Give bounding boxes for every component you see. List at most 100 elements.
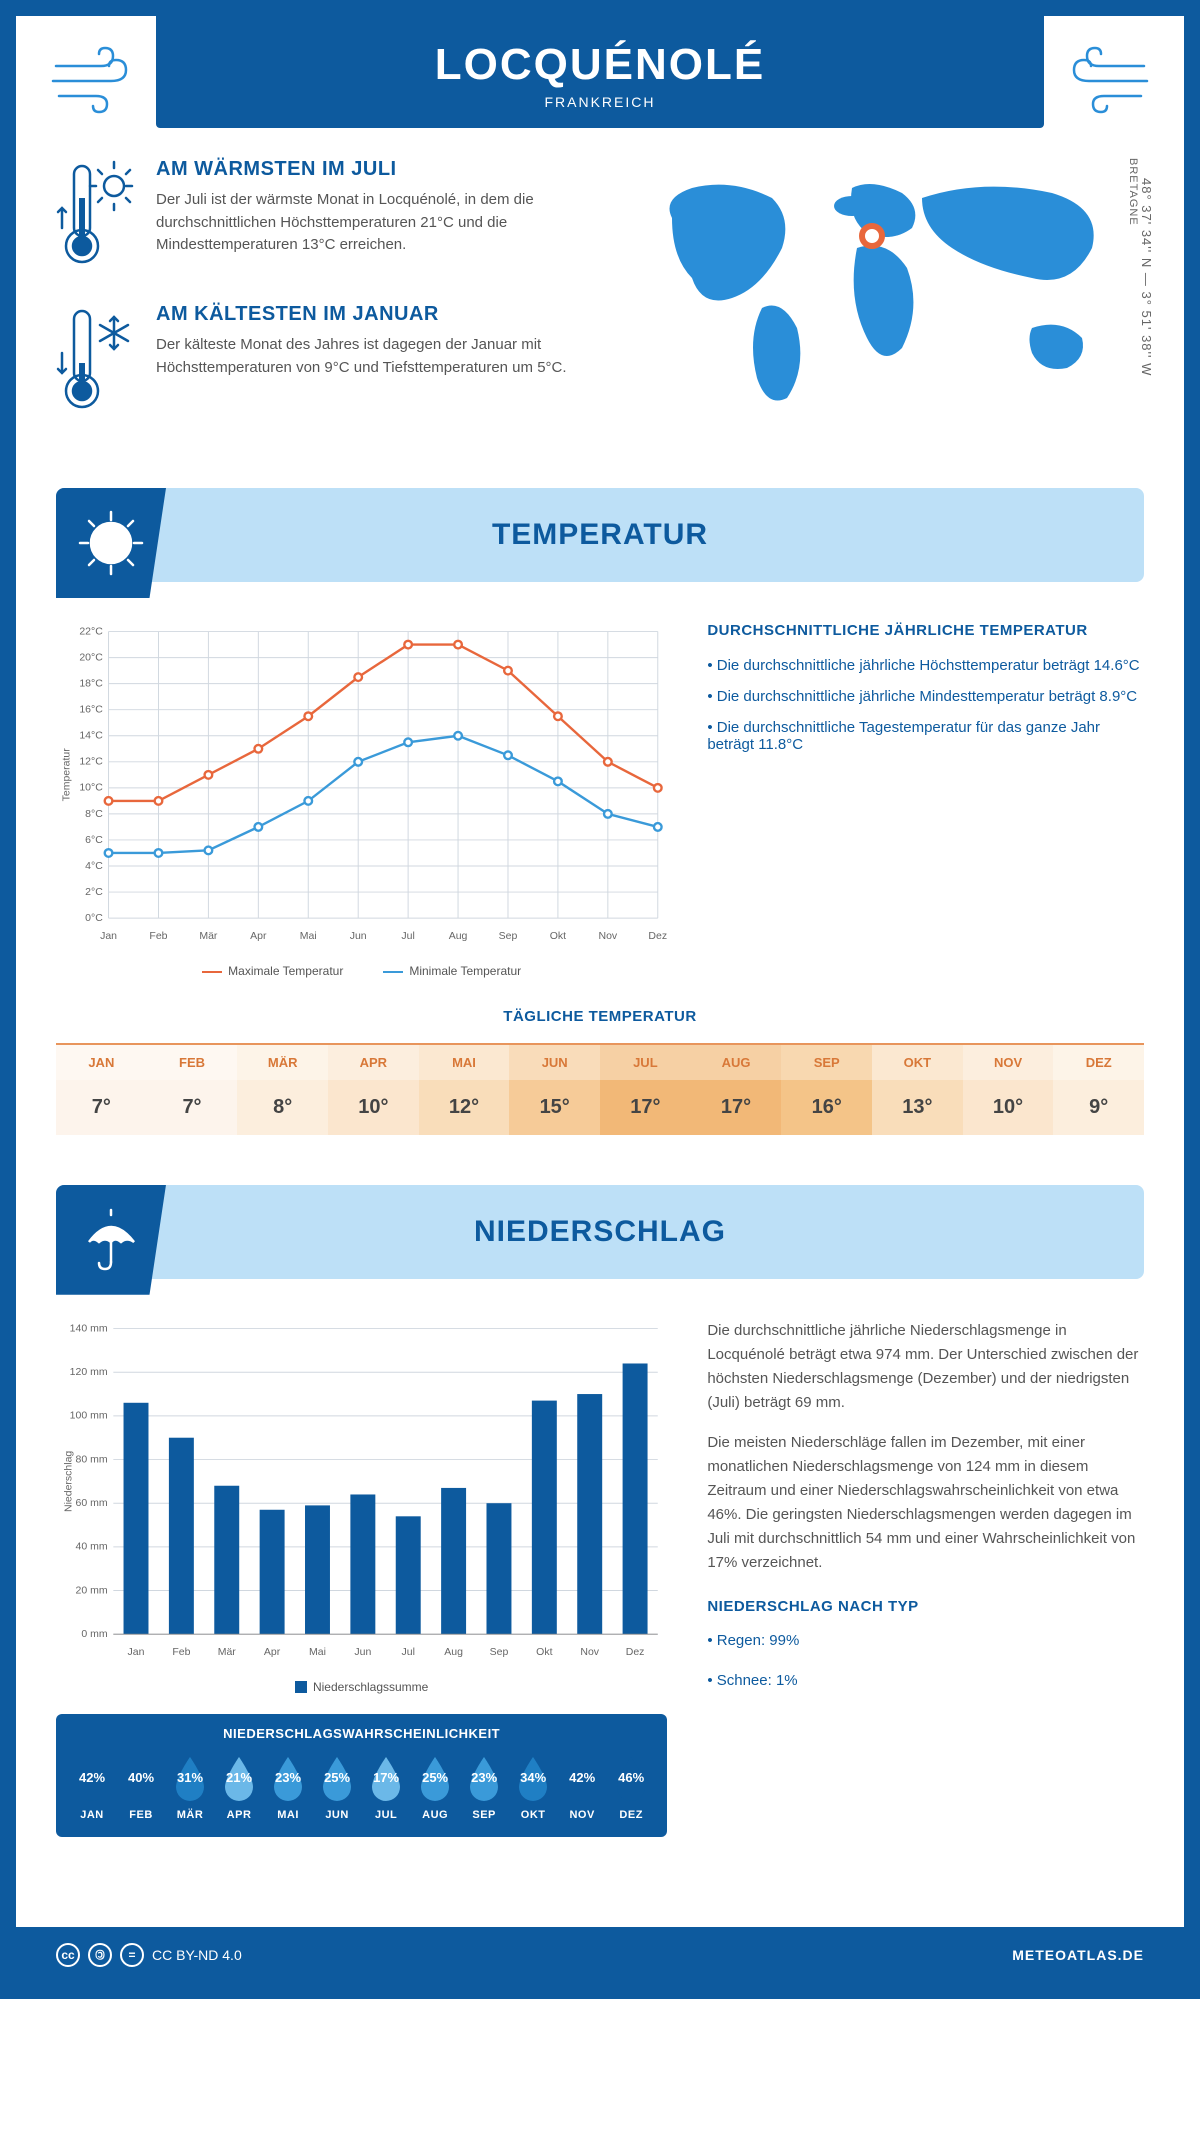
precip-paragraph-1: Die durchschnittliche jährliche Niedersc… <box>707 1319 1144 1415</box>
daily-temp-cell: APR 10° <box>328 1045 419 1135</box>
avg-temp-bullet-3: • Die durchschnittliche Tagestemperatur … <box>707 719 1144 753</box>
legend-min: Minimale Temperatur <box>383 964 521 978</box>
warmest-title: AM WÄRMSTEN IM JULI <box>156 158 580 181</box>
site-label: METEOATLAS.DE <box>1012 1947 1144 1963</box>
precipitation-legend: Niederschlagssumme <box>56 1680 667 1694</box>
svg-text:Okt: Okt <box>550 930 566 942</box>
content-area: AM WÄRMSTEN IM JULI Der Juli ist der wär… <box>16 158 1184 1887</box>
precipitation-row: 0 mm20 mm40 mm60 mm80 mm100 mm120 mm140 … <box>56 1319 1144 1837</box>
svg-text:Jun: Jun <box>354 1646 371 1658</box>
world-map <box>620 158 1144 418</box>
probability-drop: 42% JAN <box>72 1753 112 1821</box>
precip-type-rain: • Regen: 99% <box>707 1629 1144 1653</box>
avg-temp-heading: DURCHSCHNITTLICHE JÄHRLICHE TEMPERATUR <box>707 622 1144 639</box>
probability-drop: 31% MÄR <box>170 1753 210 1821</box>
header-wrap: LOCQUÉNOLÉ FRANKREICH <box>16 16 1184 128</box>
probability-drop: 21% APR <box>219 1753 259 1821</box>
svg-text:Dez: Dez <box>626 1646 645 1658</box>
daily-temp-cell: JUL 17° <box>600 1045 691 1135</box>
svg-text:Apr: Apr <box>250 930 267 942</box>
intro-facts-row: AM WÄRMSTEN IM JULI Der Juli ist der wär… <box>56 158 1144 448</box>
daily-temp-cell: AUG 17° <box>691 1045 782 1135</box>
svg-text:22°C: 22°C <box>79 625 103 637</box>
precip-paragraph-2: Die meisten Niederschläge fallen im Deze… <box>707 1431 1144 1575</box>
daily-temp-cell: FEB 7° <box>147 1045 238 1135</box>
svg-text:14°C: 14°C <box>79 730 103 742</box>
svg-text:Jun: Jun <box>350 930 367 942</box>
svg-text:Sep: Sep <box>499 930 518 942</box>
city-title: LOCQUÉNOLÉ <box>156 40 1044 90</box>
map-column: BRETAGNE 48° 37' 34'' N — 3° 51' 38'' W <box>620 158 1144 448</box>
svg-text:80 mm: 80 mm <box>75 1453 107 1465</box>
cc-icon: cc <box>56 1943 80 1967</box>
temperature-line-chart: 0°C2°C4°C6°C8°C10°C12°C14°C16°C18°C20°C2… <box>56 622 667 978</box>
daily-temp-table: JAN 7° FEB 7° MÄR 8° APR 10° MAI 12° <box>56 1043 1144 1135</box>
temperature-legend: Maximale Temperatur Minimale Temperatur <box>56 964 667 978</box>
license-block: cc 🄯 = CC BY-ND 4.0 <box>56 1943 242 1967</box>
daily-temp-cell: MAI 12° <box>419 1045 510 1135</box>
svg-text:Aug: Aug <box>449 930 468 942</box>
svg-text:40 mm: 40 mm <box>75 1541 107 1553</box>
avg-temp-bullet-2: • Die durchschnittliche jährliche Mindes… <box>707 688 1144 705</box>
probability-drop: 42% NOV <box>562 1753 602 1821</box>
coldest-fact: AM KÄLTESTEN IM JANUAR Der kälteste Mona… <box>56 303 580 418</box>
svg-text:8°C: 8°C <box>85 808 103 820</box>
svg-text:0°C: 0°C <box>85 912 103 924</box>
svg-text:120 mm: 120 mm <box>70 1366 108 1378</box>
thermometer-hot-icon <box>56 158 136 273</box>
precip-type-snow: • Schnee: 1% <box>707 1669 1144 1693</box>
probability-drop: 23% SEP <box>464 1753 504 1821</box>
probability-drop: 34% OKT <box>513 1753 553 1821</box>
avg-temp-bullet-1: • Die durchschnittliche jährliche Höchst… <box>707 657 1144 674</box>
probability-drop: 25% JUN <box>317 1753 357 1821</box>
precipitation-bar-chart: 0 mm20 mm40 mm60 mm80 mm100 mm120 mm140 … <box>56 1319 667 1837</box>
coldest-title: AM KÄLTESTEN IM JANUAR <box>156 303 580 326</box>
temperature-heading: TEMPERATUR <box>56 518 1144 552</box>
svg-text:Feb: Feb <box>172 1646 190 1658</box>
precipitation-probability-box: NIEDERSCHLAGSWAHRSCHEINLICHKEIT 42% JAN … <box>56 1714 667 1837</box>
wind-icon-right <box>1059 46 1149 130</box>
svg-text:Feb: Feb <box>149 930 167 942</box>
svg-text:Dez: Dez <box>648 930 667 942</box>
probability-drop: 25% AUG <box>415 1753 455 1821</box>
probability-drop: 17% JUL <box>366 1753 406 1821</box>
svg-text:Apr: Apr <box>264 1646 281 1658</box>
svg-text:Jan: Jan <box>128 1646 145 1658</box>
svg-text:Mär: Mär <box>218 1646 237 1658</box>
svg-text:18°C: 18°C <box>79 678 103 690</box>
svg-text:4°C: 4°C <box>85 860 103 872</box>
probability-drops: 42% JAN 40% FEB 31% <box>72 1753 651 1821</box>
svg-text:Jul: Jul <box>402 1646 415 1658</box>
daily-temp-cell: JUN 15° <box>509 1045 600 1135</box>
svg-text:Okt: Okt <box>536 1646 552 1658</box>
by-icon: 🄯 <box>88 1943 112 1967</box>
daily-temp-cell: DEZ 9° <box>1053 1045 1144 1135</box>
svg-text:10°C: 10°C <box>79 782 103 794</box>
title-banner: LOCQUÉNOLÉ FRANKREICH <box>156 16 1044 128</box>
svg-text:Temperatur: Temperatur <box>60 748 72 802</box>
precipitation-heading: NIEDERSCHLAG <box>56 1215 1144 1249</box>
svg-text:140 mm: 140 mm <box>70 1322 108 1334</box>
daily-temp-cell: JAN 7° <box>56 1045 147 1135</box>
precip-by-type-heading: NIEDERSCHLAG NACH TYP <box>707 1595 1144 1619</box>
daily-temp-cell: SEP 16° <box>781 1045 872 1135</box>
footer: cc 🄯 = CC BY-ND 4.0 METEOATLAS.DE <box>16 1927 1184 1983</box>
svg-text:Jan: Jan <box>100 930 117 942</box>
probability-heading: NIEDERSCHLAGSWAHRSCHEINLICHKEIT <box>72 1726 651 1741</box>
daily-temp-cell: MÄR 8° <box>237 1045 328 1135</box>
country-subtitle: FRANKREICH <box>156 94 1044 110</box>
svg-text:Nov: Nov <box>598 930 617 942</box>
probability-drop: 46% DEZ <box>611 1753 651 1821</box>
sun-icon <box>56 488 166 598</box>
daily-temp-cell: NOV 10° <box>963 1045 1054 1135</box>
wind-icon-left <box>51 46 141 130</box>
temperature-info: DURCHSCHNITTLICHE JÄHRLICHE TEMPERATUR •… <box>707 622 1144 978</box>
daily-temp-heading: TÄGLICHE TEMPERATUR <box>56 1008 1144 1025</box>
license-label: CC BY-ND 4.0 <box>152 1947 242 1963</box>
svg-text:Aug: Aug <box>444 1646 463 1658</box>
umbrella-icon <box>56 1185 166 1295</box>
temperature-section-header: TEMPERATUR <box>56 488 1144 582</box>
coldest-text: Der kälteste Monat des Jahres ist dagege… <box>156 334 580 379</box>
svg-text:Mär: Mär <box>199 930 218 942</box>
probability-drop: 23% MAI <box>268 1753 308 1821</box>
